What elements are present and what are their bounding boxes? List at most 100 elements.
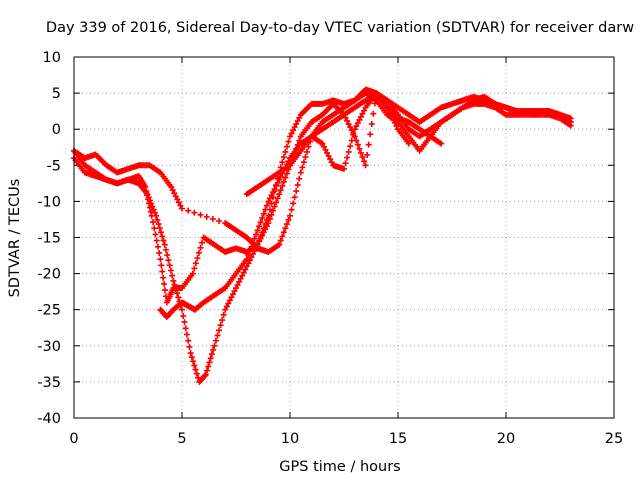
data-point xyxy=(191,209,198,216)
data-point xyxy=(291,124,298,131)
data-point xyxy=(353,123,360,130)
data-point xyxy=(177,202,184,209)
data-point xyxy=(226,297,233,304)
data-point xyxy=(175,199,182,206)
data-point xyxy=(219,317,226,324)
data-point xyxy=(142,183,149,190)
data-point xyxy=(149,219,156,226)
data-point xyxy=(288,206,295,213)
series-track-4 xyxy=(157,93,574,320)
data-point xyxy=(354,141,361,148)
data-point xyxy=(229,291,236,298)
data-point xyxy=(249,251,256,258)
data-point xyxy=(174,196,181,203)
data-point xyxy=(151,225,158,232)
data-point xyxy=(148,212,155,219)
data-point xyxy=(279,159,286,166)
data-point xyxy=(364,151,371,158)
data-point xyxy=(273,182,280,189)
data-point xyxy=(405,140,412,147)
data-point xyxy=(254,227,261,234)
data-point xyxy=(290,200,297,207)
data-point xyxy=(193,370,200,377)
data-point xyxy=(296,114,303,121)
data-point xyxy=(567,122,574,129)
data-point xyxy=(271,186,278,193)
data-point xyxy=(243,263,250,270)
data-point xyxy=(368,121,375,128)
data-point xyxy=(288,130,295,137)
y-tick-label: -10 xyxy=(37,194,61,210)
data-point xyxy=(319,140,326,147)
data-point xyxy=(145,196,152,203)
data-point xyxy=(263,216,270,223)
data-point xyxy=(265,212,272,219)
data-point xyxy=(188,354,195,361)
data-point xyxy=(344,117,351,124)
data-point xyxy=(174,290,181,297)
data-point xyxy=(151,209,158,216)
data-point xyxy=(351,126,358,133)
y-tick-label: 5 xyxy=(52,86,61,102)
x-tick-label: 25 xyxy=(605,431,623,447)
data-point xyxy=(216,217,223,224)
data-point xyxy=(185,337,192,344)
data-point xyxy=(185,207,192,214)
data-point xyxy=(245,252,252,259)
data-point xyxy=(294,181,301,188)
data-point xyxy=(273,199,280,206)
data-point xyxy=(220,311,227,318)
data-point xyxy=(143,188,150,195)
data-point xyxy=(242,266,249,273)
data-point xyxy=(320,143,327,150)
data-point xyxy=(276,176,283,183)
data-point xyxy=(263,202,270,209)
data-point xyxy=(171,190,178,197)
data-point xyxy=(161,241,168,248)
data-point xyxy=(325,153,332,160)
data-point xyxy=(203,367,210,374)
data-point xyxy=(259,232,266,239)
data-point xyxy=(365,141,372,148)
data-point xyxy=(327,156,334,163)
data-point xyxy=(293,121,300,128)
data-point xyxy=(197,211,204,218)
data-point xyxy=(156,249,163,256)
y-tick-label: -20 xyxy=(37,267,61,283)
data-point xyxy=(279,233,286,240)
x-tick-label: 15 xyxy=(389,431,407,447)
data-point xyxy=(260,229,267,236)
data-point xyxy=(199,239,206,246)
data-point xyxy=(328,159,335,166)
data-point xyxy=(291,194,298,201)
data-point xyxy=(265,198,272,205)
y-tick-label: -40 xyxy=(37,411,61,427)
data-point xyxy=(293,188,300,195)
data-point xyxy=(260,210,267,217)
series-track-5 xyxy=(243,90,574,198)
data-point xyxy=(223,303,230,310)
data-point xyxy=(287,133,293,140)
plot-frame xyxy=(73,56,615,419)
data-point xyxy=(277,173,284,180)
data-point xyxy=(158,262,165,269)
data-point xyxy=(280,229,287,236)
data-point xyxy=(160,274,167,281)
data-point xyxy=(285,216,292,223)
data-point xyxy=(248,254,255,261)
data-point xyxy=(152,231,159,238)
data-point xyxy=(282,225,289,232)
data-point xyxy=(165,257,172,264)
data-point xyxy=(153,237,160,244)
data-point xyxy=(147,208,154,215)
data-point xyxy=(280,178,287,185)
data-point xyxy=(162,246,169,253)
data-point xyxy=(154,243,161,250)
data-point xyxy=(157,256,164,263)
data-point xyxy=(263,223,270,230)
data-point xyxy=(322,146,329,153)
data-point xyxy=(189,270,196,277)
data-point xyxy=(190,358,197,365)
data-point xyxy=(265,220,272,227)
data-point xyxy=(169,187,176,194)
